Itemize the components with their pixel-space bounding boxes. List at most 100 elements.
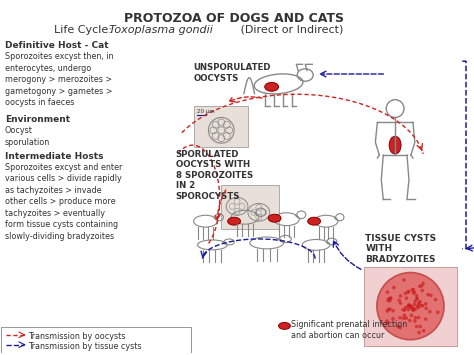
Circle shape: [404, 316, 408, 320]
Circle shape: [404, 291, 407, 295]
Text: UNSPORULATED
OOCYSTS: UNSPORULATED OOCYSTS: [193, 63, 271, 83]
Circle shape: [424, 317, 428, 321]
Circle shape: [426, 293, 430, 296]
Circle shape: [404, 306, 408, 310]
Circle shape: [387, 308, 390, 311]
Circle shape: [417, 316, 420, 320]
Circle shape: [428, 310, 432, 313]
Circle shape: [391, 317, 395, 321]
Circle shape: [415, 325, 419, 328]
Circle shape: [398, 316, 402, 320]
Circle shape: [386, 321, 390, 324]
Circle shape: [403, 308, 406, 312]
Circle shape: [387, 297, 391, 301]
Ellipse shape: [279, 322, 291, 329]
Ellipse shape: [268, 214, 281, 222]
Circle shape: [406, 290, 410, 294]
Circle shape: [389, 296, 392, 300]
Circle shape: [420, 289, 424, 292]
Text: Intermediate Hosts: Intermediate Hosts: [5, 152, 103, 161]
Circle shape: [408, 319, 411, 322]
Circle shape: [418, 300, 422, 304]
Circle shape: [402, 313, 406, 317]
Circle shape: [424, 307, 428, 310]
FancyBboxPatch shape: [221, 185, 279, 229]
Text: SPORULATED
OOCYSTS WITH
8 SPOROZOITES
IN 2
SPOROCYSTS: SPORULATED OOCYSTS WITH 8 SPOROZOITES IN…: [176, 150, 253, 201]
Circle shape: [412, 291, 415, 295]
Circle shape: [402, 316, 405, 320]
Circle shape: [410, 305, 413, 308]
Circle shape: [420, 284, 423, 288]
Circle shape: [429, 294, 433, 297]
Circle shape: [415, 297, 419, 301]
Circle shape: [409, 305, 413, 309]
Circle shape: [388, 299, 392, 302]
Circle shape: [417, 302, 420, 306]
Circle shape: [421, 304, 425, 307]
Circle shape: [399, 326, 402, 329]
Circle shape: [413, 319, 417, 323]
Ellipse shape: [308, 217, 320, 225]
Circle shape: [436, 311, 439, 314]
Text: Sporozoites excyst then, in
enterocytes, undergo
merogony > merozoites >
gametog: Sporozoites excyst then, in enterocytes,…: [5, 52, 113, 107]
Text: Sporozoites excyst and enter
various cells > divide rapidly
as tachyzoites > inv: Sporozoites excyst and enter various cel…: [5, 163, 122, 241]
Circle shape: [411, 308, 414, 311]
Text: PROTOZOA OF DOGS AND CATS: PROTOZOA OF DOGS AND CATS: [124, 12, 344, 25]
Text: Toxoplasma gondii: Toxoplasma gondii: [109, 24, 212, 35]
Circle shape: [417, 331, 421, 334]
Circle shape: [389, 297, 392, 300]
Text: TISSUE CYSTS
WITH
BRADYZOITES: TISSUE CYSTS WITH BRADYZOITES: [365, 234, 437, 264]
Ellipse shape: [389, 136, 401, 154]
Circle shape: [416, 305, 419, 308]
Text: Significant prenatal infection
and abortion can occur: Significant prenatal infection and abort…: [292, 320, 408, 340]
Circle shape: [410, 288, 414, 292]
Circle shape: [392, 286, 396, 289]
Circle shape: [385, 320, 389, 323]
Circle shape: [409, 304, 412, 308]
Circle shape: [405, 296, 408, 300]
Circle shape: [407, 290, 410, 293]
Text: Transmission by tissue cysts: Transmission by tissue cysts: [27, 342, 141, 351]
Circle shape: [391, 309, 395, 312]
Text: Life Cycle:: Life Cycle:: [55, 24, 119, 35]
Circle shape: [411, 308, 415, 312]
Text: Transmission by oocysts: Transmission by oocysts: [27, 332, 125, 341]
Circle shape: [422, 329, 426, 333]
Circle shape: [424, 302, 428, 306]
Circle shape: [407, 308, 410, 311]
Circle shape: [407, 304, 410, 307]
Ellipse shape: [265, 82, 279, 91]
Circle shape: [402, 278, 406, 282]
Circle shape: [413, 316, 417, 320]
Circle shape: [419, 304, 423, 307]
Circle shape: [412, 306, 416, 310]
FancyBboxPatch shape: [364, 267, 457, 346]
Circle shape: [413, 290, 416, 294]
Circle shape: [413, 299, 417, 303]
Circle shape: [401, 308, 405, 312]
Circle shape: [421, 282, 425, 285]
Circle shape: [377, 273, 444, 340]
Circle shape: [388, 307, 392, 311]
Text: Environment: Environment: [5, 115, 70, 125]
Circle shape: [410, 313, 413, 317]
Circle shape: [407, 304, 410, 308]
Circle shape: [399, 301, 402, 305]
FancyBboxPatch shape: [193, 106, 248, 147]
Circle shape: [434, 298, 438, 301]
Circle shape: [419, 325, 422, 328]
Text: (Direct or Indirect): (Direct or Indirect): [237, 24, 344, 35]
Text: 20 μm: 20 μm: [197, 109, 214, 114]
Circle shape: [409, 306, 413, 309]
Circle shape: [413, 303, 416, 306]
Circle shape: [417, 301, 421, 305]
Circle shape: [415, 294, 419, 297]
Circle shape: [398, 299, 401, 302]
Circle shape: [386, 299, 390, 302]
Circle shape: [414, 307, 417, 311]
Text: Definitive Host - Cat: Definitive Host - Cat: [5, 42, 109, 50]
Circle shape: [415, 297, 419, 300]
Ellipse shape: [228, 217, 240, 225]
Circle shape: [385, 309, 389, 313]
Circle shape: [411, 288, 415, 291]
